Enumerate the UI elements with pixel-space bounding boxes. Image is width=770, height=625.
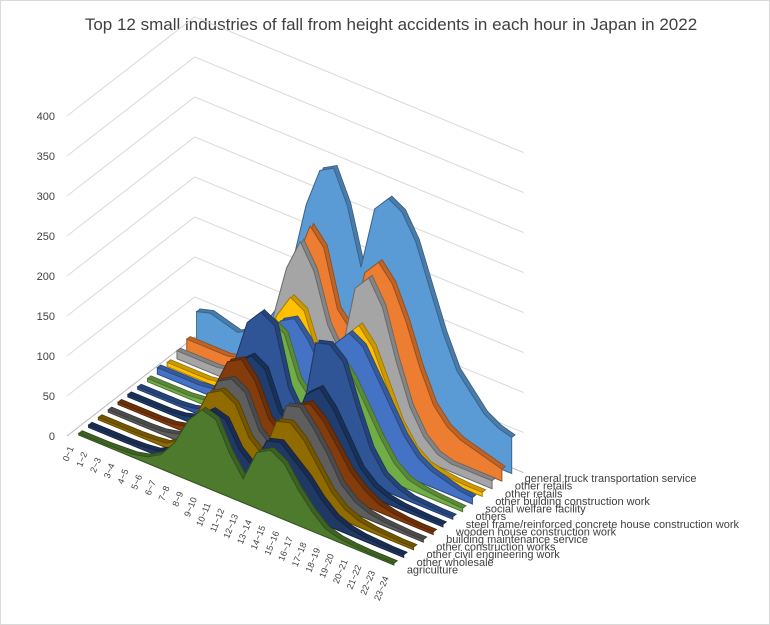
series-areas: [77, 164, 516, 566]
series-label: other retails: [515, 481, 573, 493]
series-label: social welfare facility: [485, 504, 586, 516]
series-label: other civil engineering work: [426, 549, 560, 561]
y-tick-label: 100: [37, 351, 55, 363]
x-tick-label: 7~8: [157, 484, 172, 502]
x-tick-label: 3~4: [102, 462, 117, 480]
x-tick-label: 0~1: [61, 445, 76, 463]
series-label: wooden house construction work: [455, 526, 617, 538]
x-tick-label: 1~2: [74, 450, 89, 468]
series-label: other retails: [505, 488, 563, 500]
gridline: [66, 56, 524, 194]
gridline: [66, 96, 524, 234]
y-tick-label: 150: [37, 311, 55, 323]
series-label: other construction works: [436, 542, 556, 554]
y-tick-label: 250: [37, 231, 55, 243]
x-tick-label: 5~6: [129, 473, 144, 491]
series-label: general truck transportation service: [525, 473, 697, 485]
x-tick-label: 4~5: [116, 467, 131, 485]
series-label: others: [476, 511, 507, 523]
series-label: agriculture: [407, 564, 458, 576]
series-label: building maintenance service: [446, 534, 588, 546]
chart-title: Top 12 small industries of fall from hei…: [84, 15, 698, 34]
series-label: other wholesale: [417, 557, 494, 569]
x-tick-label: 2~3: [88, 456, 103, 474]
series-label: other building construction work: [495, 496, 650, 508]
x-tick-label: 9~10: [182, 496, 199, 519]
series-front-face: [78, 409, 395, 566]
y-axis: 0 50 100 150 200 250 300 350 400: [37, 111, 55, 443]
y-tick-label: 300: [37, 191, 55, 203]
x-tick-label: 6~7: [143, 479, 158, 497]
y-tick-label: 400: [37, 111, 55, 123]
y-tick-label: 50: [43, 391, 55, 403]
x-tick-label: 8~9: [170, 490, 185, 508]
gridline: [66, 16, 524, 154]
x-tick-label: 23~24: [372, 575, 391, 602]
series-area: [77, 406, 399, 566]
series-label: steel frame/reinforced concrete house co…: [466, 519, 740, 531]
y-tick-label: 0: [49, 431, 55, 443]
y-tick-label: 350: [37, 151, 55, 163]
y-tick-label: 200: [37, 271, 55, 283]
